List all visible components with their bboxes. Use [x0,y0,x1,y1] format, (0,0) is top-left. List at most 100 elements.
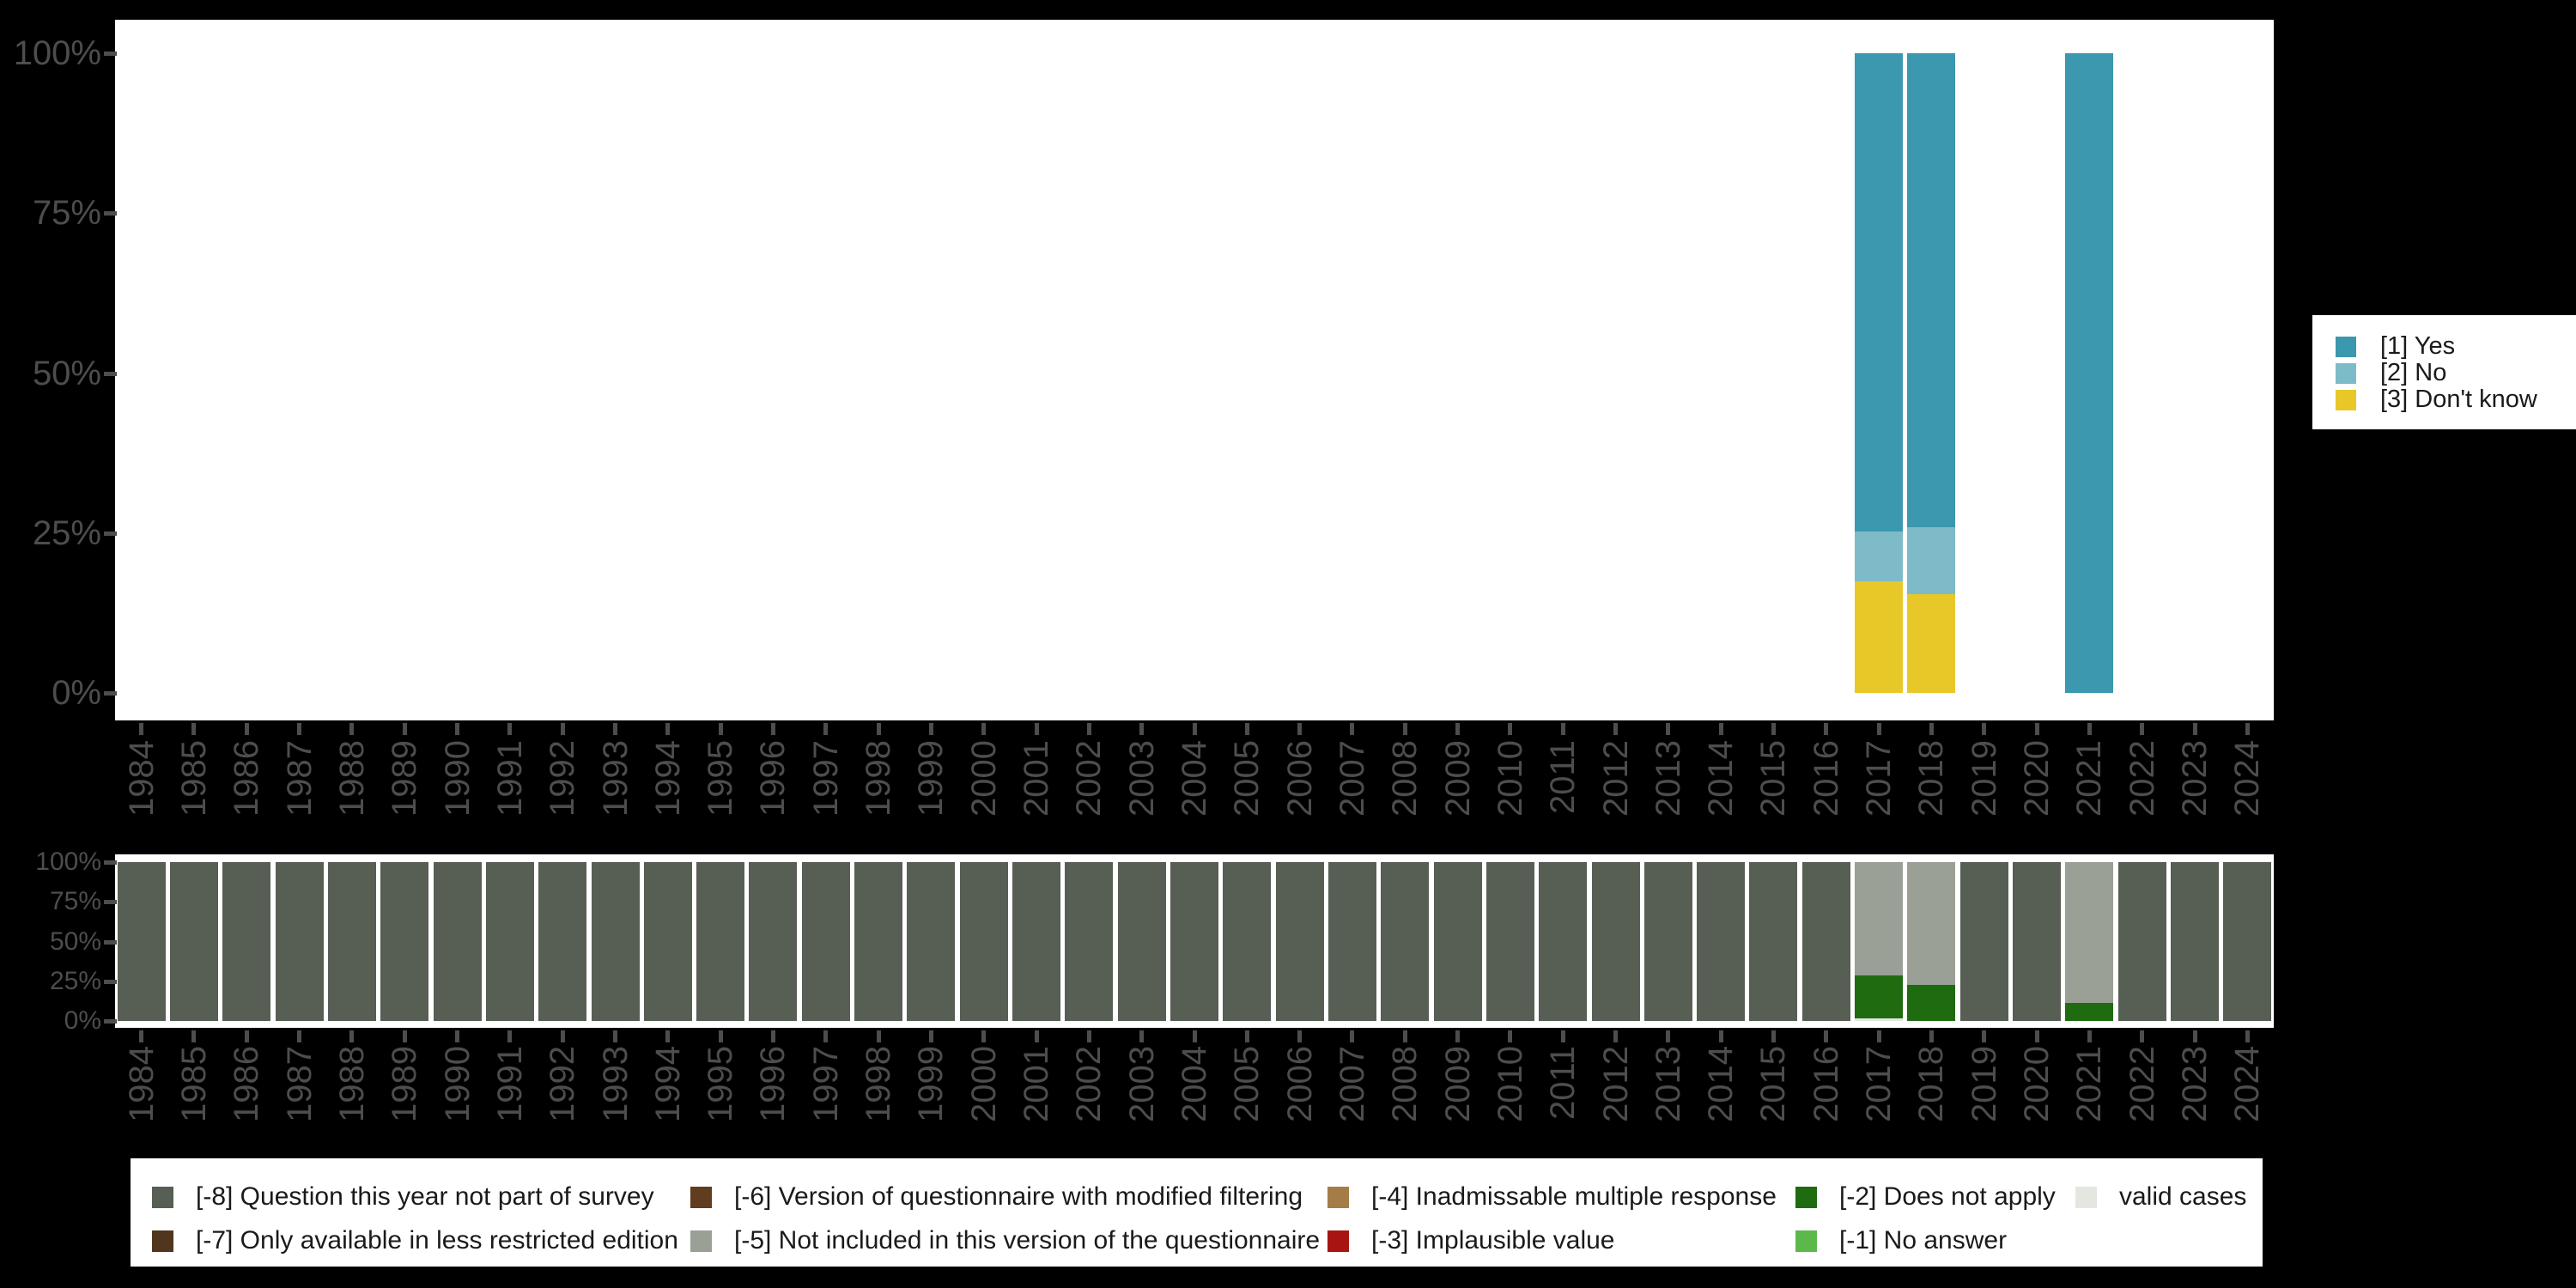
x-tick-label: 1998 [860,1046,898,1122]
legend-item: [-6] Version of questionnaire with modif… [690,1182,1303,1212]
x-tick [1402,723,1407,735]
x-tick-label: 1986 [228,740,266,817]
legend-item-label: valid cases [2119,1182,2247,1211]
x-tick-label: 2012 [1596,740,1635,817]
x-tick-label: 2005 [1228,740,1267,817]
y-tick [104,211,117,216]
x-tick-label: 2022 [2123,1046,2161,1122]
x-tick-label: 1997 [806,740,845,817]
bar-segment [1065,862,1114,1021]
x-tick [507,723,513,735]
x-tick [191,1030,197,1042]
x-tick-label: 1995 [702,1046,740,1122]
bar-segment [696,862,745,1021]
legend-item-label: [3] Don't know [2380,386,2537,413]
x-tick [1718,1030,1723,1042]
x-tick-label: 1996 [754,1046,793,1122]
x-tick-label: 1994 [648,1046,687,1122]
x-tick-label: 2006 [1280,1046,1319,1122]
x-tick-label: 2010 [1491,1046,1529,1122]
bar-segment [1855,1018,1904,1021]
x-tick [1929,1030,1934,1042]
x-tick-label: 2016 [1807,740,1845,817]
bar-segment [1643,862,1692,1021]
x-tick-label: 1998 [860,740,898,817]
legend-swatch-icon [1795,1186,1817,1208]
x-tick [1297,1030,1303,1042]
bar-segment [2065,1002,2114,1021]
x-tick [349,1030,355,1042]
y-tick [104,691,117,696]
answers-legend: [1] Yes [2] No [3] Don't know [2312,315,2576,429]
x-tick [1876,723,1881,735]
bar-segment [1855,581,1904,693]
legend-swatch-icon [690,1186,712,1208]
x-tick [1666,723,1671,735]
x-tick-label: 2009 [1438,740,1477,817]
x-tick-label: 2003 [1122,1046,1161,1122]
bar-segment [2013,862,2062,1021]
x-tick-label: 2013 [1649,1046,1687,1122]
legend-item: valid cases [2075,1182,2246,1212]
x-tick [2034,723,2039,735]
bar-segment [485,862,534,1021]
x-tick-label: 2009 [1438,1046,1477,1122]
x-tick-label: 1989 [386,740,424,817]
x-tick-label: 2001 [1018,1046,1056,1122]
y-tick-label: 0% [52,674,101,712]
x-tick [1455,1030,1461,1042]
x-tick [560,723,565,735]
x-tick-label: 1992 [544,740,582,817]
bar-segment [959,862,1008,1021]
legend-swatch-icon [152,1230,173,1252]
x-tick [1350,723,1355,735]
x-tick [928,1030,933,1042]
x-tick-label: 2006 [1280,740,1319,817]
x-tick-label: 2008 [1386,740,1425,817]
x-tick [1455,723,1461,735]
legend-swatch-icon [1795,1230,1817,1252]
y-tick-label: 25% [32,513,101,552]
y-tick [104,979,117,984]
bar-segment [1855,975,1904,1019]
x-tick [1086,1030,1091,1042]
x-tick [1718,723,1723,735]
legend-swatch-icon [2075,1186,2097,1208]
x-tick [770,723,775,735]
x-tick-label: 2014 [1702,740,1741,817]
x-tick [1139,1030,1145,1042]
legend-swatch-icon [152,1186,173,1208]
legend-item-label: [-4] Inadmissable multiple response [1371,1182,1777,1211]
y-tick [104,860,117,865]
bar-segment [907,862,956,1021]
x-tick [1192,1030,1197,1042]
x-tick-label: 1994 [648,740,687,817]
x-tick [1139,723,1145,735]
x-tick [455,1030,460,1042]
x-tick [1929,723,1934,735]
x-tick-label: 2015 [1754,740,1793,817]
x-tick-label: 1987 [280,740,319,817]
x-tick [2087,1030,2092,1042]
legend-swatch-icon [690,1230,712,1252]
bar-segment [1907,862,1956,986]
x-tick [297,723,302,735]
x-tick [1613,1030,1619,1042]
bar-segment [1012,862,1061,1021]
bar-segment [1907,985,1956,1021]
x-tick-label: 2017 [1860,740,1899,817]
legend-item: [-5] Not included in this version of the… [690,1226,1320,1255]
x-tick-label: 2010 [1491,740,1529,817]
x-tick-label: 2005 [1228,1046,1267,1122]
bar-segment [275,862,324,1021]
legend-item-label: [-2] Does not apply [1839,1182,2056,1211]
x-tick-label: 2014 [1702,1046,1741,1122]
x-tick-label: 1988 [332,740,371,817]
x-tick [1297,723,1303,735]
x-tick [1771,723,1776,735]
bar-segment [2065,53,2114,693]
y-tick [104,900,117,905]
legend-item-label: [-3] Implausible value [1371,1226,1615,1255]
y-tick-label: 25% [49,966,101,995]
x-tick-label: 1992 [544,1046,582,1122]
